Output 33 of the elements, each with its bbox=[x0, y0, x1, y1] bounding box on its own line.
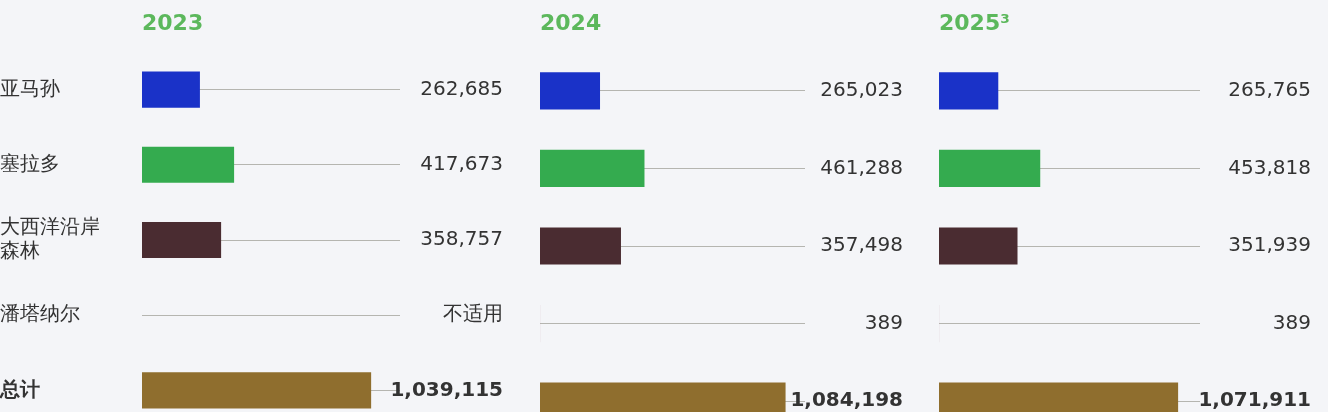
bar bbox=[540, 149, 645, 188]
y-tick-label: 大西洋沿岸森林 bbox=[0, 214, 100, 263]
bar bbox=[939, 227, 1018, 265]
data-label: 351,939 bbox=[1228, 232, 1311, 257]
y-tick-label: 总计 bbox=[0, 376, 40, 401]
bar bbox=[939, 149, 1041, 188]
data-label: 1,084,198 bbox=[790, 387, 903, 412]
data-label: 453,818 bbox=[1228, 154, 1311, 179]
data-label: 358,757 bbox=[420, 226, 503, 251]
chart-title: 2025³ bbox=[939, 10, 1010, 35]
bar bbox=[540, 72, 601, 110]
data-label: 1,071,911 bbox=[1198, 387, 1311, 412]
chart-title: 2024 bbox=[540, 10, 602, 35]
data-label: 417,673 bbox=[420, 151, 503, 175]
data-label: 389 bbox=[864, 309, 903, 334]
data-label: 1,039,115 bbox=[390, 376, 503, 401]
bar bbox=[142, 221, 222, 259]
data-label: 461,288 bbox=[820, 154, 903, 179]
text: 不适用 bbox=[443, 301, 503, 326]
data-label: 389 bbox=[1272, 309, 1311, 334]
bar bbox=[540, 227, 621, 265]
data-label: 357,498 bbox=[820, 232, 903, 257]
y-tick-label: 塞拉多 bbox=[0, 151, 60, 175]
data-label: 262,685 bbox=[420, 75, 503, 100]
chart-title: 2023 bbox=[142, 10, 204, 35]
bar bbox=[939, 72, 999, 110]
bar bbox=[142, 146, 235, 183]
y-tick-label: 潘塔纳尔 bbox=[0, 301, 80, 326]
data-label: 265,765 bbox=[1228, 77, 1311, 101]
data-label: 265,023 bbox=[820, 77, 903, 101]
y-tick-label: 亚马孙 bbox=[0, 75, 60, 100]
bar bbox=[142, 372, 372, 409]
bar bbox=[142, 71, 200, 108]
